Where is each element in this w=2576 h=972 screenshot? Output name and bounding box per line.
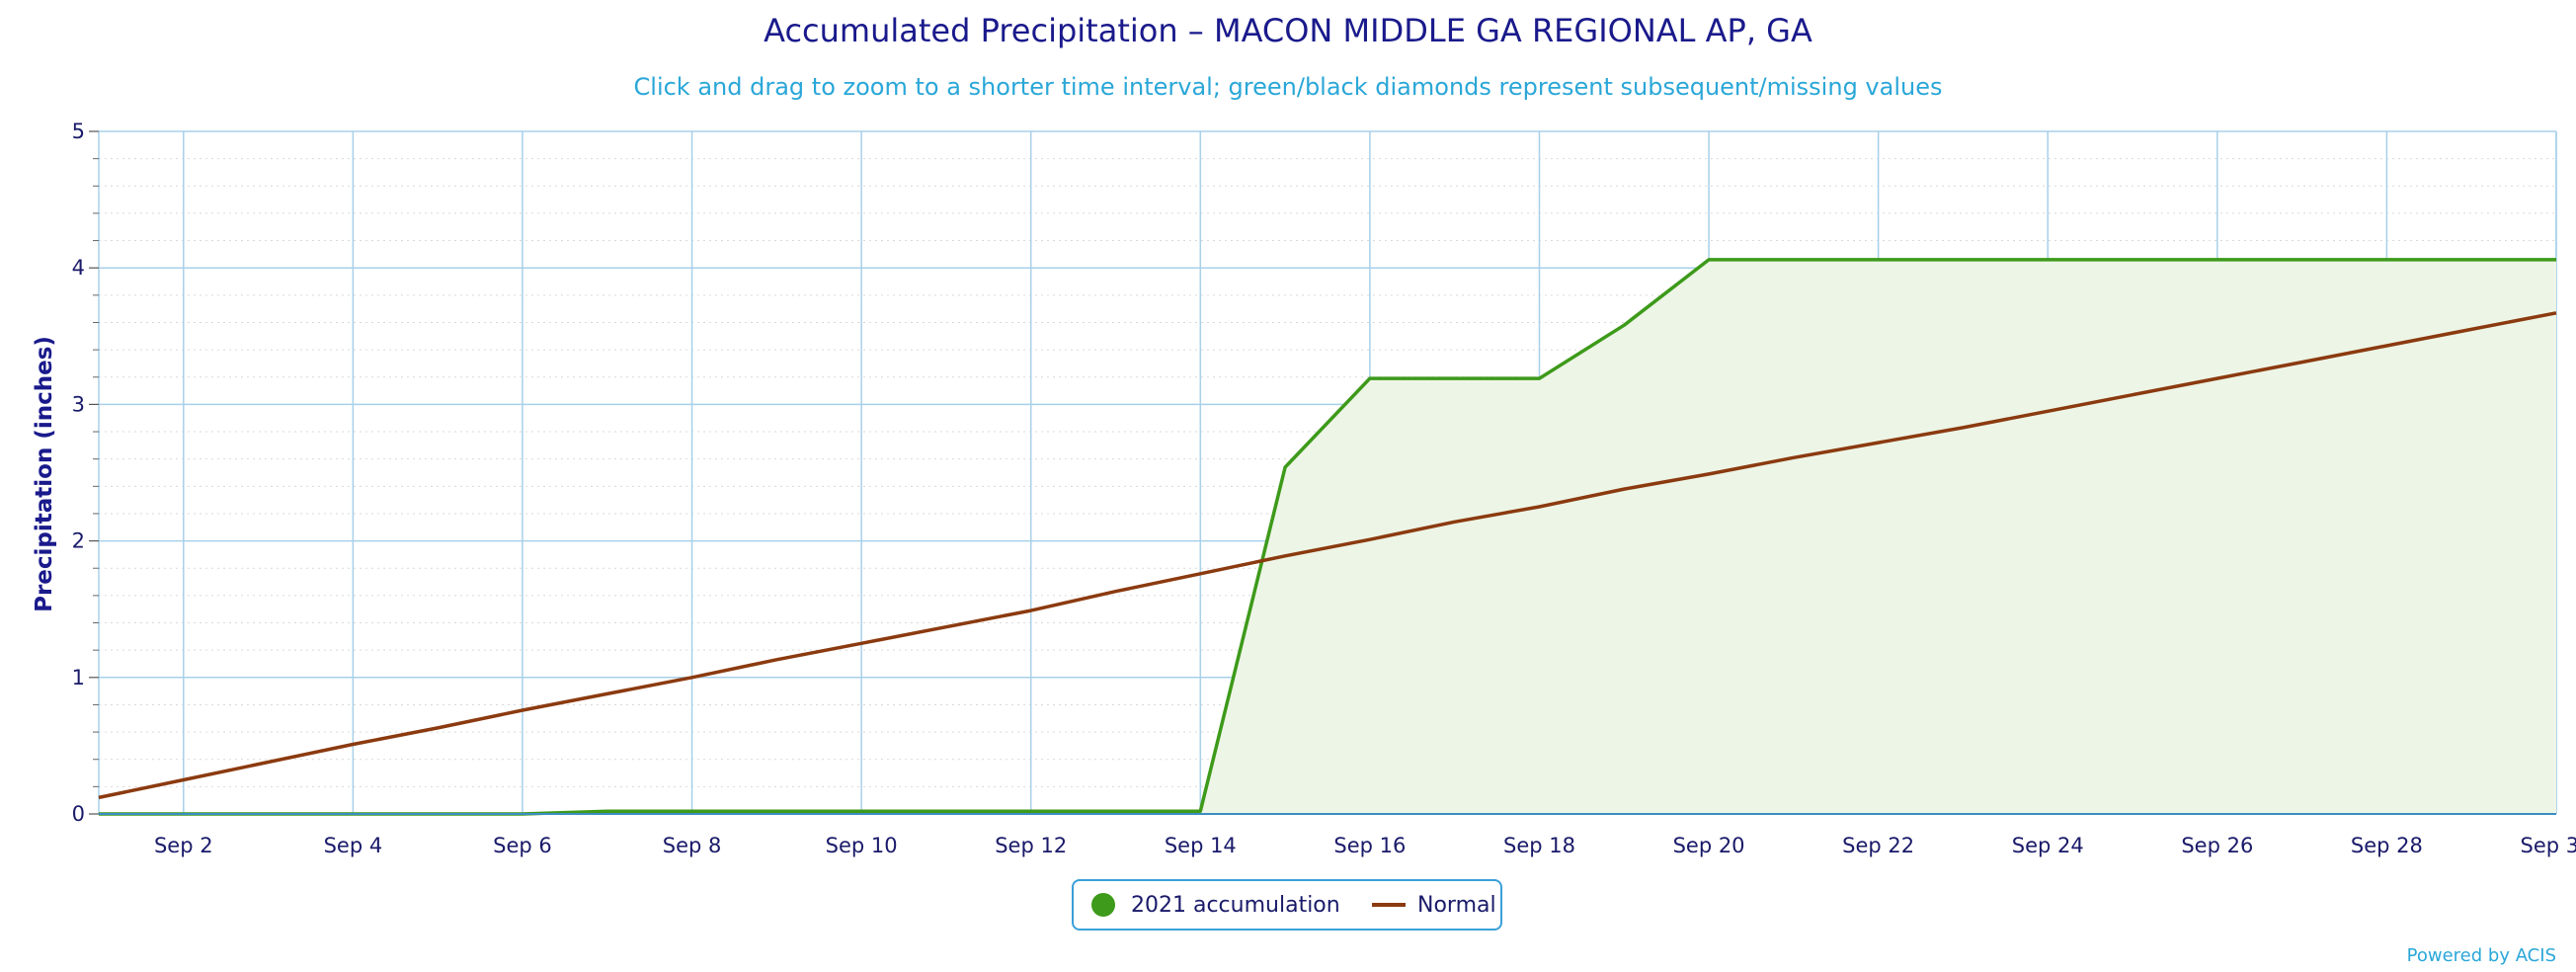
- chart-subtitle: Click and drag to zoom to a shorter time…: [633, 73, 1943, 101]
- y-tick-label: 3: [72, 392, 85, 416]
- accumulation-dot-icon: [1091, 893, 1115, 917]
- x-tick-label: Sep 26: [2181, 834, 2253, 857]
- series-line-1: [98, 311, 2557, 800]
- normal-line-icon: [1372, 903, 1406, 907]
- x-tick-label: Sep 22: [1842, 834, 1914, 857]
- x-tick-label: Sep 30: [2521, 834, 2576, 857]
- legend-accumulation-label: 2021 accumulation: [1131, 892, 1340, 918]
- x-tick-label: Sep 2: [154, 834, 213, 857]
- x-tick-label: Sep 28: [2351, 834, 2423, 857]
- y-tick-label: 5: [72, 120, 85, 143]
- credit-link[interactable]: Powered by ACIS: [2406, 945, 2556, 966]
- chart-title: Accumulated Precipitation – MACON MIDDLE…: [764, 12, 1812, 49]
- chart-legend: 2021 accumulation Normal: [1072, 879, 1502, 931]
- x-tick-label: Sep 4: [324, 834, 383, 857]
- x-tick-label: Sep 20: [1673, 834, 1745, 857]
- series-area-0: [99, 259, 2556, 814]
- x-tick-label: Sep 24: [2012, 834, 2084, 857]
- y-tick-label: 2: [72, 529, 85, 553]
- x-tick-label: Sep 16: [1333, 834, 1406, 857]
- y-tick-label: 0: [72, 802, 85, 826]
- x-tick-label: Sep 14: [1165, 834, 1237, 857]
- axis-layer: 0 1 2 3 4 5 Sep 2 Sep 4 Sep 6 Sep 8 Sep 10 Sep 12 Se…: [72, 120, 2576, 857]
- area-layer: [99, 259, 2556, 814]
- y-tick-label: 1: [72, 666, 85, 689]
- x-tick-label: Sep 12: [995, 834, 1067, 857]
- x-tick-label: Sep 6: [493, 834, 552, 857]
- x-tick-label: Sep 8: [663, 834, 722, 857]
- y-tick-label: 4: [72, 256, 85, 280]
- y-axis-title: Precipitation (inches): [32, 336, 57, 612]
- legend-item-accumulation[interactable]: 2021 accumulation: [1091, 881, 1340, 929]
- legend-normal-label: Normal: [1417, 892, 1496, 918]
- x-tick-label: Sep 10: [826, 834, 898, 857]
- legend-item-normal[interactable]: Normal: [1372, 881, 1496, 929]
- x-tick-label: Sep 18: [1503, 834, 1575, 857]
